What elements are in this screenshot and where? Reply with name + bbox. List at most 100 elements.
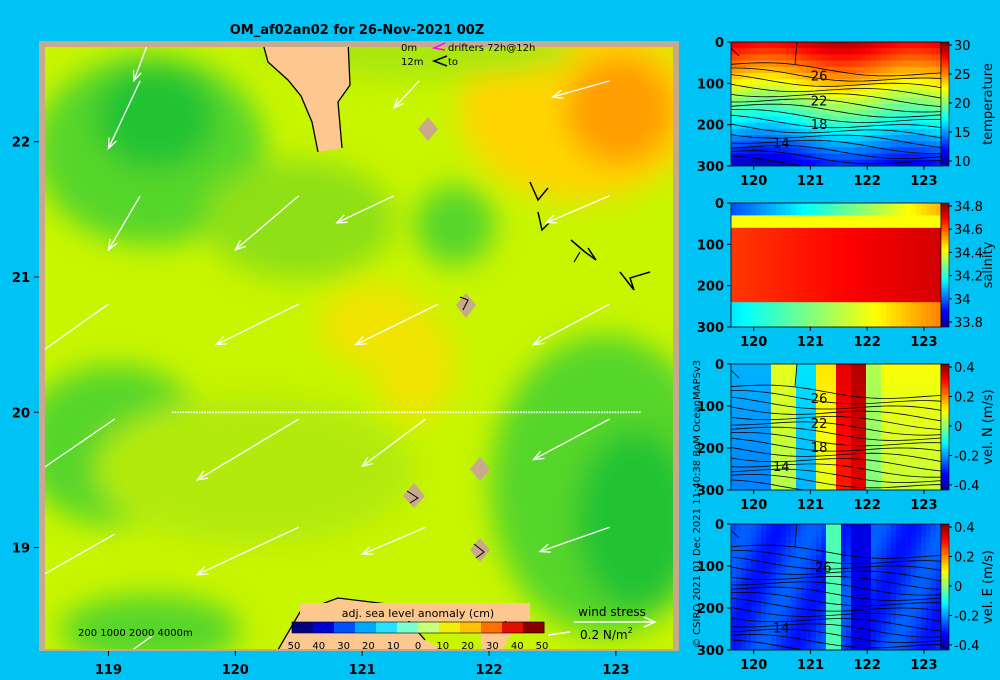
section-cell (931, 445, 937, 453)
section-cell (816, 91, 822, 99)
section-cell (856, 240, 862, 247)
section-cell (731, 283, 737, 291)
section-cell (831, 234, 837, 241)
section-cell (906, 215, 912, 223)
section-cell (741, 364, 747, 371)
section-cell (811, 580, 817, 588)
section-cell (811, 271, 817, 278)
section-cell (831, 452, 837, 460)
section-cell (841, 128, 847, 136)
section-x-tick-label: 122 (854, 174, 881, 189)
isotherm (731, 581, 941, 596)
section-cell (786, 624, 792, 632)
section-cell (911, 408, 917, 415)
section-cell (791, 364, 797, 371)
section-cell (771, 221, 777, 229)
section-cell (881, 320, 887, 327)
section-cell (856, 452, 862, 460)
section-cell (856, 618, 862, 626)
section-cell (826, 433, 832, 441)
section-cell (901, 97, 907, 105)
section-cell (931, 524, 937, 531)
section-cell (861, 128, 867, 136)
section-cell (751, 414, 757, 422)
section-cell (876, 370, 882, 378)
section-cell (766, 221, 772, 229)
section-cell (881, 524, 887, 531)
section-cell (881, 308, 887, 316)
section-cell (916, 580, 922, 588)
section-cell (746, 536, 752, 544)
section-cell (766, 54, 772, 62)
section-cell (791, 452, 797, 460)
section-cell (931, 289, 937, 297)
section-cell (881, 382, 887, 390)
section-cell (761, 624, 767, 632)
isotherm (731, 591, 941, 607)
section-cell (936, 227, 941, 235)
section-cell (936, 464, 941, 472)
section-cell (936, 314, 941, 322)
section-cell (931, 246, 937, 254)
section-cell (921, 458, 927, 466)
section-cell (781, 320, 787, 327)
section-cell (761, 122, 767, 130)
section-cell (856, 283, 862, 291)
section-cell (826, 97, 832, 105)
section-cell (856, 252, 862, 260)
section-cell (831, 445, 837, 453)
section-cell (736, 568, 742, 575)
section-cell (731, 452, 737, 460)
section-cell (791, 458, 797, 466)
section-cell (756, 258, 762, 266)
section-cell (736, 524, 742, 531)
section-cell (871, 234, 877, 241)
section-x-tick-label: 120 (740, 658, 767, 673)
section-cell (926, 483, 932, 490)
section-cell (771, 464, 777, 472)
section-cell (771, 116, 777, 124)
section-cell (751, 308, 757, 316)
section-cell (811, 246, 817, 254)
section-cell (791, 128, 797, 136)
section-cell (736, 395, 742, 403)
section-cell (781, 458, 787, 466)
section-cell (906, 524, 912, 531)
section-cell (906, 60, 912, 68)
section-cell (886, 464, 892, 472)
section-y-tick-label: 300 (697, 644, 724, 659)
section-cell (891, 605, 897, 613)
section-cell (821, 382, 827, 390)
section-cell (836, 289, 842, 297)
section-cell (891, 252, 897, 260)
section-cell (816, 483, 822, 490)
section-cell (801, 477, 807, 485)
section-cell (781, 209, 787, 216)
section-cell (861, 203, 867, 210)
section-cell (861, 91, 867, 99)
section-cell (766, 314, 772, 322)
section-cell (911, 289, 917, 297)
section-cell (886, 471, 892, 478)
section-cell (916, 283, 922, 291)
section-cell (866, 364, 872, 371)
section-cell (856, 643, 862, 650)
section-cell (731, 524, 737, 531)
section-y-tick-label: 300 (697, 484, 724, 499)
section-cell (796, 246, 802, 254)
section-cell (926, 314, 932, 322)
section-cell (791, 605, 797, 613)
section-cell (761, 110, 767, 117)
section-cell (731, 555, 737, 563)
section-cell (781, 420, 787, 428)
section-cell (861, 308, 867, 316)
section-cell (881, 395, 887, 403)
section-cell (751, 452, 757, 460)
wind-arrow-head (107, 238, 118, 252)
section-cell (746, 66, 752, 74)
section-cell (911, 605, 917, 613)
section-cell (916, 104, 922, 111)
section-cell (891, 549, 897, 557)
section-cell (741, 227, 747, 235)
section-cell (796, 408, 802, 415)
